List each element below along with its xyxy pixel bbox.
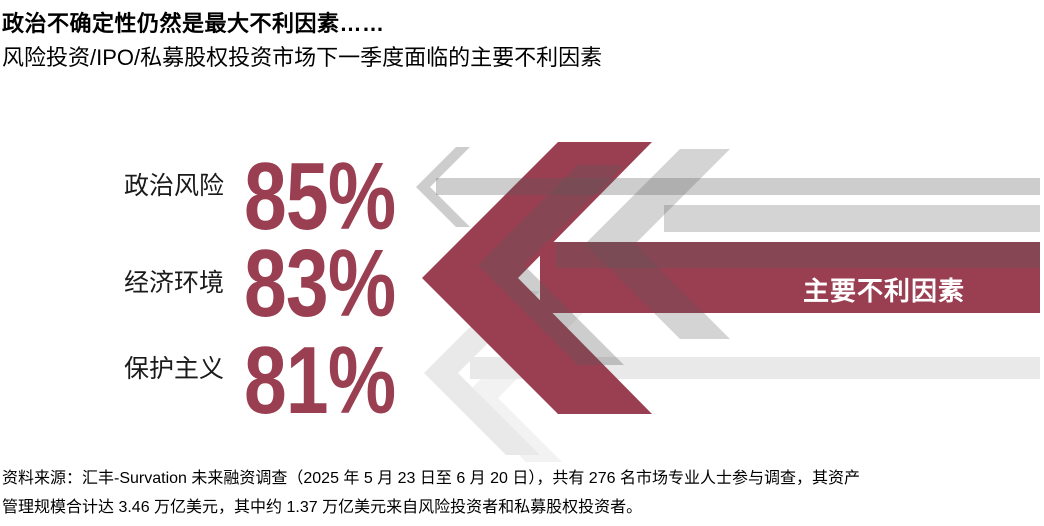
thin-gray-arrow-shaft	[436, 178, 1040, 195]
category-label-protectionism: 保护主义	[124, 355, 225, 383]
source-footnote-line1: 资料来源：汇丰-Survation 未来融资调查（2025 年 5 月 23 日…	[2, 470, 860, 487]
thin-gray-arrow-head	[416, 147, 470, 227]
page-title: 政治不确定性仍然是最大不利因素……	[2, 11, 385, 36]
category-label-political-risk: 政治风险	[124, 172, 225, 200]
arrow-graphic	[416, 142, 1040, 462]
mid-gray-arrow-head	[585, 149, 730, 339]
category-value-political-risk: 85%	[244, 143, 396, 250]
category-label-economic-environment: 经济环境	[124, 269, 225, 297]
source-footnote-line2: 管理规模合计达 3.46 万亿美元，其中约 1.37 万亿美元来自风险投资者和私…	[2, 499, 643, 516]
mid-gray-arrow-shaft	[664, 205, 1040, 232]
main-arrow-shaft	[540, 242, 1040, 313]
overlay-chevron-inner	[478, 165, 624, 365]
arrow-banner-label: 主要不利因素	[802, 276, 965, 306]
main-arrow-head	[422, 142, 652, 414]
page-subtitle: 风险投资/IPO/私募股权投资市场下一季度面临的主要不利因素	[2, 45, 603, 70]
source-footnote: 资料来源：汇丰-Survation 未来融资调查（2025 年 5 月 23 日…	[2, 464, 1042, 522]
light-gray-arrow-shaft	[470, 357, 1040, 379]
category-value-protectionism: 81%	[244, 327, 396, 434]
category-value-economic-environment: 83%	[244, 230, 396, 337]
overlay-shaft-inner	[556, 242, 1040, 268]
